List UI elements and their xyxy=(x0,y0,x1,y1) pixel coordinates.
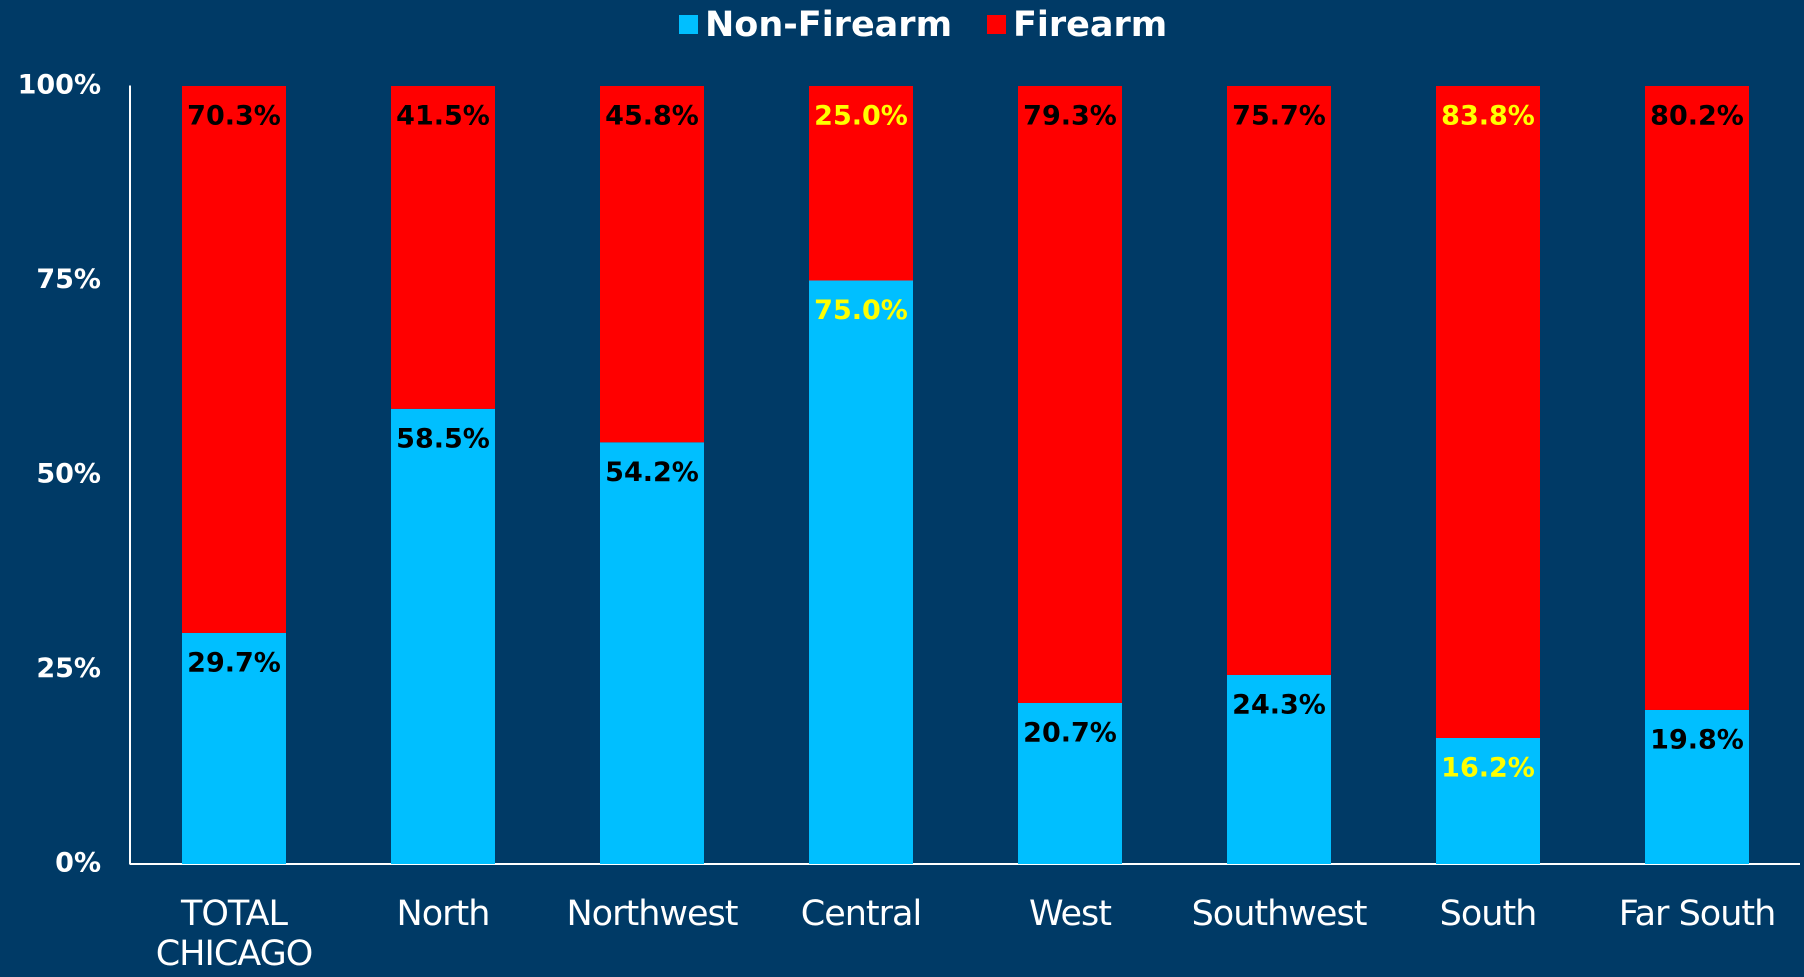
bar-segment xyxy=(1436,737,1540,864)
bar-segment xyxy=(600,86,704,443)
bar-segment xyxy=(1645,709,1749,864)
data-label: 80.2% xyxy=(1650,101,1744,132)
data-label: 75.0% xyxy=(814,295,908,326)
bar-segment xyxy=(600,442,704,864)
data-label: 75.7% xyxy=(1232,101,1326,132)
bar-segment xyxy=(182,86,286,633)
legend-label: Firearm xyxy=(1013,5,1167,45)
x-tick-label: Central xyxy=(800,894,922,934)
bar-segment xyxy=(809,86,913,281)
data-label: 54.2% xyxy=(605,457,699,488)
bar-segment xyxy=(1227,86,1331,675)
x-tick-label: Northwest xyxy=(566,894,738,934)
data-label: 25.0% xyxy=(814,101,908,132)
bar-segment xyxy=(1018,86,1122,703)
legend-swatch xyxy=(679,15,698,34)
data-label: 24.3% xyxy=(1232,689,1326,720)
legend-swatch xyxy=(987,15,1006,34)
y-tick-label: 0% xyxy=(55,848,101,879)
x-tick-label: North xyxy=(396,894,491,934)
data-label: 79.3% xyxy=(1023,101,1117,132)
y-tick-label: 25% xyxy=(36,653,101,684)
bar-segment xyxy=(1645,86,1749,710)
bar-segment xyxy=(1436,86,1540,738)
data-label: 41.5% xyxy=(396,101,490,132)
data-label: 16.2% xyxy=(1441,752,1535,783)
data-label: 58.5% xyxy=(396,423,490,454)
bar-segment xyxy=(391,86,495,409)
data-label: 29.7% xyxy=(187,647,281,678)
data-label: 45.8% xyxy=(605,101,699,132)
x-tick-label: TOTAL CHICAGO xyxy=(155,894,314,974)
x-tick-label: West xyxy=(1028,894,1112,934)
x-tick-label: Far South xyxy=(1618,894,1777,934)
bar-segment xyxy=(1018,702,1122,864)
y-tick-label: 75% xyxy=(36,264,101,295)
bar-segment xyxy=(182,632,286,864)
y-tick-label: 50% xyxy=(36,459,101,490)
data-label: 83.8% xyxy=(1441,101,1535,132)
bar-segment xyxy=(1227,674,1331,864)
y-tick-label: 100% xyxy=(18,70,101,101)
data-label: 70.3% xyxy=(187,101,281,132)
x-tick-label: South xyxy=(1439,894,1538,934)
data-label: 19.8% xyxy=(1650,724,1744,755)
legend-label: Non-Firearm xyxy=(705,5,952,45)
x-tick-label: Southwest xyxy=(1191,894,1368,934)
bar-segment xyxy=(391,408,495,864)
bar-segment xyxy=(809,280,913,864)
data-label: 20.7% xyxy=(1023,717,1117,748)
